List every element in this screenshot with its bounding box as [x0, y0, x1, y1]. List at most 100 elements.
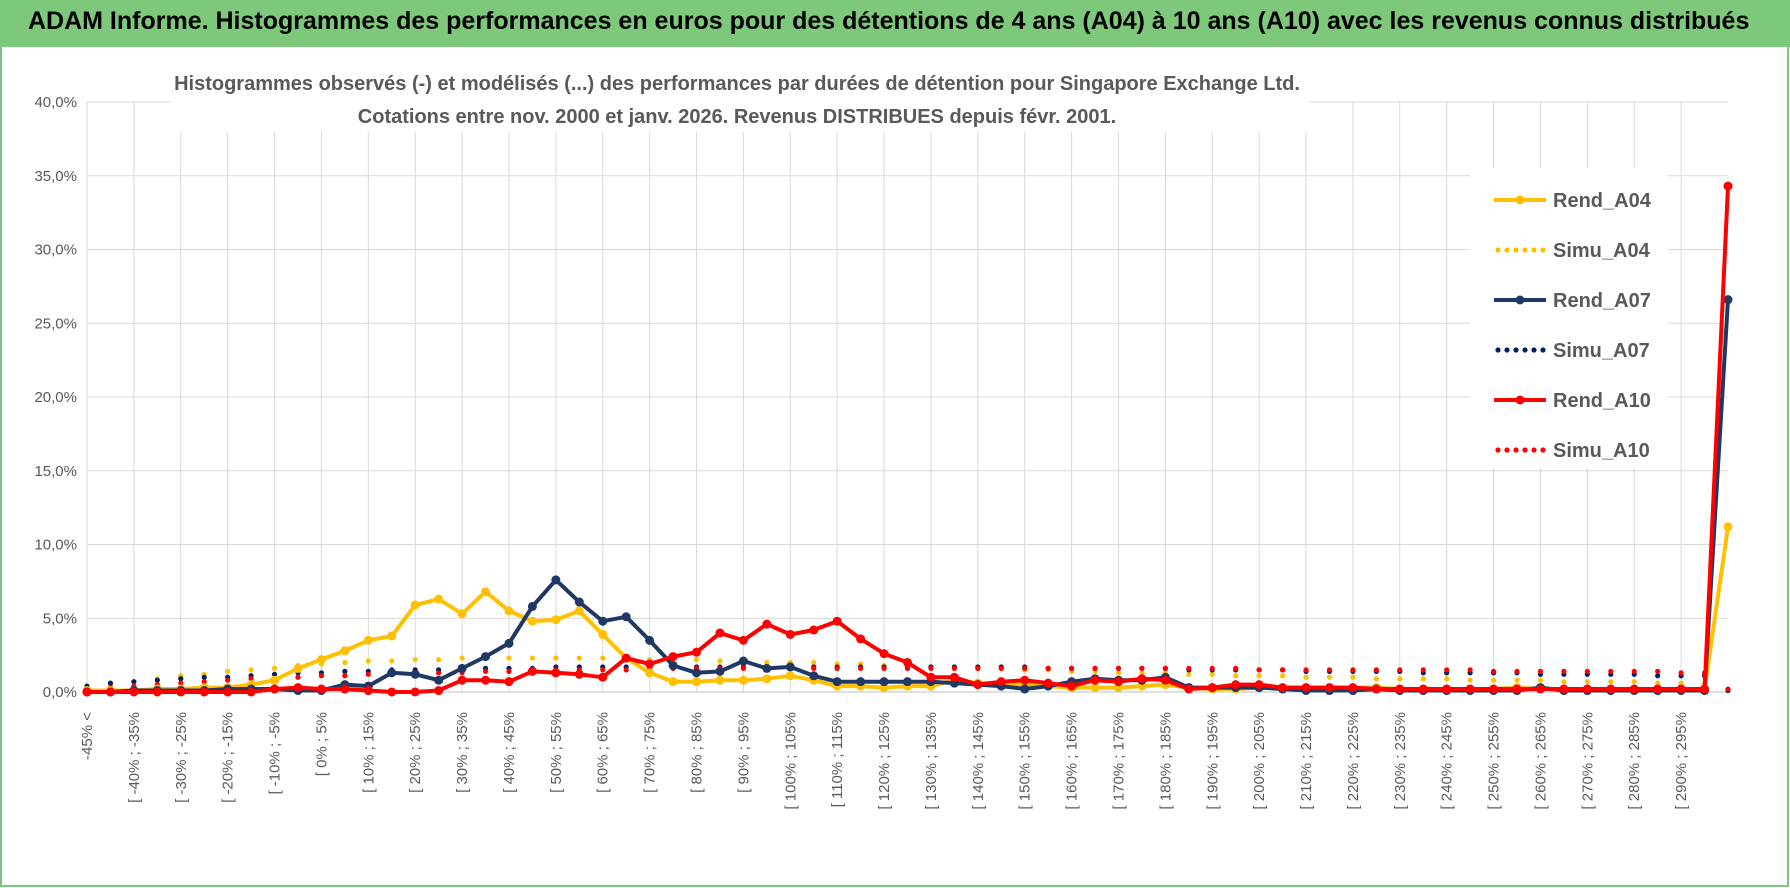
- point-Simu_A04: [1467, 677, 1473, 683]
- point-Simu_A10: [342, 673, 348, 679]
- point-Rend_A07: [457, 663, 467, 673]
- page-title: ADAM Informe. Histogrammes des performan…: [28, 7, 1750, 35]
- point-Rend_A07: [668, 660, 678, 670]
- point-Simu_A10: [1186, 665, 1192, 672]
- legend-item-Simu_A07: Simu_A07: [1495, 340, 1650, 362]
- point-Simu_A10: [1069, 665, 1075, 672]
- point-Rend_A10: [1582, 684, 1592, 694]
- point-Rend_A04: [434, 594, 444, 604]
- point-Rend_A10: [1043, 678, 1053, 688]
- point-Rend_A04: [598, 629, 608, 639]
- point-Simu_A10: [1279, 667, 1286, 673]
- x-tick-label: [ 30% ; 35%: [454, 712, 471, 793]
- point-Simu_A04: [365, 658, 371, 664]
- x-tick-label: [ 290% ; 295%: [1673, 712, 1690, 810]
- point-Simu_A04: [553, 655, 559, 661]
- point-Simu_A10: [740, 665, 747, 672]
- point-Simu_A04: [225, 668, 231, 674]
- point-Rend_A10: [199, 687, 209, 697]
- point-Rend_A07: [574, 597, 584, 607]
- point-Rend_A10: [1020, 675, 1030, 685]
- y-tick-label: 5,0%: [43, 610, 77, 627]
- y-axis: 0,0% 5,0% 10,0% 15,0% 20,0% 25,0% 30,0% 35,0% 40…: [34, 94, 77, 701]
- point-Simu_A10: [436, 670, 442, 676]
- point-Simu_A04: [1350, 674, 1356, 680]
- point-Rend_A10: [996, 677, 1006, 687]
- point-Simu_A10: [600, 667, 606, 673]
- point-Rend_A07: [762, 663, 772, 673]
- point-Rend_A04: [692, 677, 702, 687]
- point-Simu_A10: [1115, 665, 1122, 672]
- point-Simu_A07: [1655, 673, 1661, 679]
- point-Simu_A10: [928, 665, 934, 672]
- point-Simu_A10: [1209, 665, 1215, 672]
- legend-label: Simu_A04: [1553, 240, 1651, 262]
- point-Rend_A10: [1700, 684, 1710, 694]
- point-Simu_A04: [1561, 679, 1567, 685]
- point-Simu_A04: [1186, 671, 1192, 677]
- point-Simu_A04: [1514, 677, 1520, 683]
- point-Simu_A04: [506, 655, 512, 661]
- point-Simu_A10: [1467, 667, 1473, 673]
- point-Rend_A10: [1629, 684, 1639, 694]
- point-Simu_A10: [1045, 665, 1051, 672]
- point-Simu_A04: [811, 659, 817, 666]
- legend-marker: [1540, 447, 1546, 453]
- x-tick-label: [ 0% ; 5%: [313, 712, 330, 776]
- point-Simu_A04: [1303, 674, 1309, 680]
- point-Rend_A10: [832, 616, 842, 626]
- point-Simu_A10: [811, 665, 817, 672]
- y-tick-label: 35,0%: [34, 168, 77, 185]
- point-Rend_A07: [692, 668, 702, 678]
- point-Rend_A10: [879, 649, 889, 659]
- point-Rend_A10: [598, 672, 608, 682]
- legend-marker: [1515, 395, 1525, 405]
- point-Rend_A07: [481, 652, 491, 662]
- point-Rend_A10: [785, 629, 795, 639]
- point-Simu_A10: [365, 671, 371, 677]
- point-Rend_A10: [715, 628, 725, 638]
- point-Rend_A10: [621, 653, 631, 663]
- point-Simu_A04: [576, 655, 582, 661]
- point-Rend_A04: [504, 606, 514, 616]
- legend-marker: [1513, 447, 1519, 453]
- point-Rend_A07: [645, 635, 655, 645]
- point-Rend_A10: [1418, 684, 1428, 694]
- point-Rend_A10: [105, 687, 115, 697]
- point-Simu_A10: [998, 665, 1004, 672]
- point-Rend_A10: [1465, 684, 1475, 694]
- x-tick-label: [ -40% ; -35%: [126, 712, 143, 803]
- point-Rend_A10: [1207, 683, 1217, 693]
- point-Rend_A07: [504, 638, 514, 648]
- legend-item-Rend_A04: Rend_A04: [1494, 190, 1652, 212]
- point-Rend_A10: [1301, 683, 1311, 693]
- legend-label: Rend_A04: [1553, 190, 1652, 212]
- point-Simu_A04: [412, 656, 418, 663]
- point-Simu_A04: [1115, 670, 1122, 676]
- point-Rend_A07: [715, 666, 725, 676]
- x-tick-label: [ 230% ; 235%: [1392, 712, 1409, 810]
- point-Rend_A07: [551, 575, 561, 585]
- point-Simu_A10: [178, 680, 184, 686]
- legend-item-Rend_A07: Rend_A07: [1494, 290, 1651, 312]
- point-Rend_A04: [481, 587, 491, 597]
- point-Simu_A04: [764, 659, 770, 666]
- point-Rend_A07: [434, 675, 444, 685]
- point-Rend_A04: [668, 677, 678, 687]
- x-tick-label: [ 180% ; 185%: [1157, 712, 1174, 810]
- point-Rend_A10: [1278, 683, 1288, 693]
- point-Simu_A10: [904, 665, 911, 672]
- point-Rend_A10: [1606, 684, 1616, 694]
- point-Simu_A04: [600, 655, 606, 661]
- chart-titles: Histogrammes observés (-) et modélisés (…: [170, 66, 1310, 132]
- point-Rend_A07: [410, 669, 420, 679]
- point-Rend_A10: [668, 652, 678, 662]
- point-Simu_A07: [107, 680, 114, 686]
- point-Rend_A10: [152, 687, 162, 697]
- point-Rend_A10: [856, 634, 866, 644]
- point-Rend_A10: [973, 680, 983, 690]
- point-Rend_A10: [903, 658, 912, 667]
- legend-label: Simu_A10: [1553, 440, 1650, 462]
- x-tick-label: [ 50% ; 55%: [548, 712, 565, 793]
